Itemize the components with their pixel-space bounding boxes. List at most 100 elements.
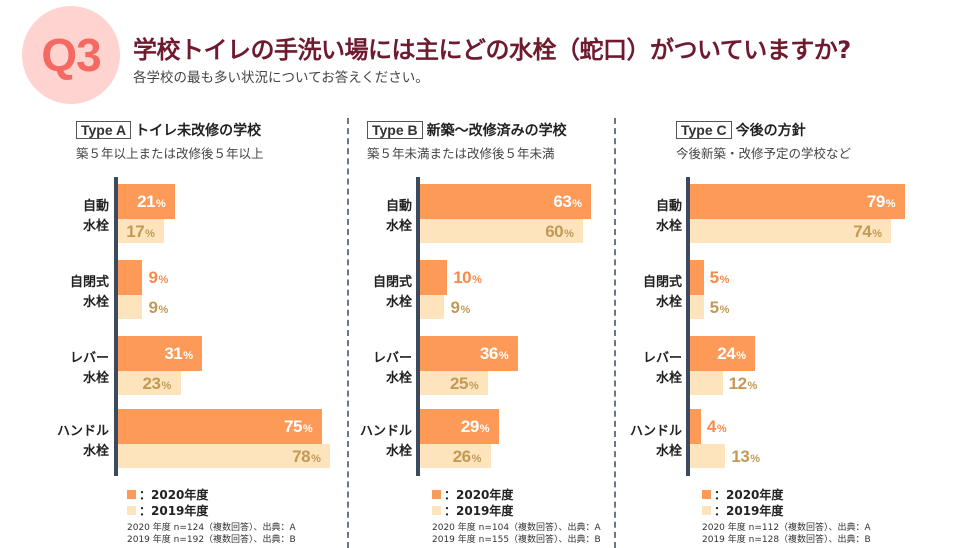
data-label-2020: 63% [553,192,582,214]
legend-item: ：2019年度 [702,502,783,518]
legend: ：2020年度 ：2019年度 [432,486,513,518]
category-label: 自閉式 水栓 [70,273,109,313]
bar-2019 [118,295,143,319]
data-label-2020: 29% [461,417,490,439]
legend-swatch-2019 [702,505,711,515]
type-tag: Type A [76,121,132,139]
sample-note: 2020 年度 n=104（複数回答）、出典：A [432,523,601,533]
category-label-line: レバー [642,351,682,366]
data-label-unit: % [750,453,760,465]
data-label-unit: % [183,350,193,362]
legend-label: ：2020年度 [714,487,784,502]
bar-2020 [420,336,518,371]
data-label-value: 79 [866,192,885,211]
legend-swatch-2020 [432,489,441,499]
category-label: ハンドル 水栓 [630,422,682,462]
bar-2020 [118,260,143,295]
data-label-unit: % [719,304,730,316]
category-label-line: 水栓 [655,295,682,310]
category-label-line: 水栓 [655,219,682,234]
bar-2019 [690,295,704,319]
bar-2019 [420,295,445,319]
data-label-unit: % [736,350,746,362]
category-label-line: 水栓 [385,444,412,459]
panel-divider [347,118,349,548]
bar-2020 [118,409,322,444]
category-label-line: ハンドル [629,424,682,439]
legend-item: ：2020年度 [432,486,513,502]
data-label-value: 5 [709,298,719,317]
legend-item: ：2019年度 [432,502,513,518]
data-label-value: 36 [479,344,498,363]
data-label-unit: % [747,380,758,392]
data-label-2019: 25% [450,374,479,396]
data-label-2020: 9% [148,268,168,290]
category-label-line: 水栓 [385,219,412,234]
category-label-line: ハンドル [359,424,412,439]
data-label-2020: 36% [479,344,509,366]
data-label-value: 4 [706,417,716,436]
data-label-value: 24 [717,344,736,363]
data-label-value: 25 [450,374,468,393]
data-label-2019: 12% [729,374,758,396]
panel-header: Type A トイレ未改修の学校 築５年以上または改修後５年以上 [76,120,264,162]
data-label-2019: 23% [143,374,172,396]
data-label-2020: 24% [717,344,746,366]
data-label-2020: 5% [709,268,730,290]
data-label-2020: 4% [706,417,727,439]
panel-divider [614,118,616,548]
category-label: 自閉式 水栓 [643,273,682,313]
data-label-2020: 79% [866,192,896,214]
type-tag: Type B [367,121,423,139]
page-title: 学校トイレの手洗い場には主にどの水栓（蛇口）がついていますか? [133,36,851,64]
data-label-2020: 10% [453,268,482,290]
category-label-line: 水栓 [82,444,109,459]
data-label-2019: 9% [148,298,168,320]
bar-2019 [420,371,488,395]
category-label: レバー 水栓 [643,349,682,389]
panel-title: 今後の方針 [735,123,806,139]
category-label-line: 水栓 [385,295,412,310]
data-label-unit: % [158,304,168,316]
type-tag: Type C [676,121,732,139]
bar-2020 [420,184,592,219]
data-label-unit: % [472,274,482,286]
page-subtitle: 各学校の最も多い状況についてお答えください。 [133,70,429,86]
legend: ：2020年度 ：2019年度 [702,486,783,518]
legend-label: ：2020年度 [444,487,514,502]
category-label: ハンドル水栓 [360,422,412,462]
sample-notes: 2020 年度 n=112（複数回答）、出典：A 2019 年度 n=128（複数… [702,522,871,546]
panel-title: 新築～改修済みの学校 [426,123,567,139]
data-label-value: 60 [545,222,564,241]
data-label-value: 13 [731,447,750,466]
bar-2019 [690,371,723,395]
data-label-value: 78 [292,447,311,466]
category-label-line: 自動 [82,199,109,214]
data-label-unit: % [716,423,727,435]
question-badge: Q3 [22,6,120,104]
category-label: ハンドル 水栓 [57,422,109,462]
data-label-2019: 9% [450,298,470,320]
category-label-line: 水栓 [385,371,412,386]
panel-header: Type C 今後の方針 今後新築・改修予定の学校など [676,120,851,162]
data-label-value: 26 [452,447,471,466]
bar-2020 [118,336,203,371]
data-label-value: 9 [450,298,460,317]
category-label-line: 自動 [655,199,682,214]
legend-item: ：2020年度 [127,486,208,502]
data-label-2019: 5% [709,298,730,320]
legend-item: ：2020年度 [702,486,783,502]
data-label-2019: 17% [126,222,155,244]
bar-2020 [690,260,704,295]
data-label-unit: % [719,274,730,286]
sample-note: 2019 年度 n=155（複数回答）、出典：B [432,535,601,545]
data-label-value: 5 [709,268,719,287]
category-label-line: レバー [69,351,109,366]
legend-label: ：2019年度 [714,503,784,518]
legend-swatch-2020 [702,489,711,499]
bar-2020 [690,409,701,444]
y-axis-line [416,177,420,476]
data-label-unit: % [872,228,882,240]
bar-2019 [118,444,331,468]
data-label-unit: % [302,423,313,435]
